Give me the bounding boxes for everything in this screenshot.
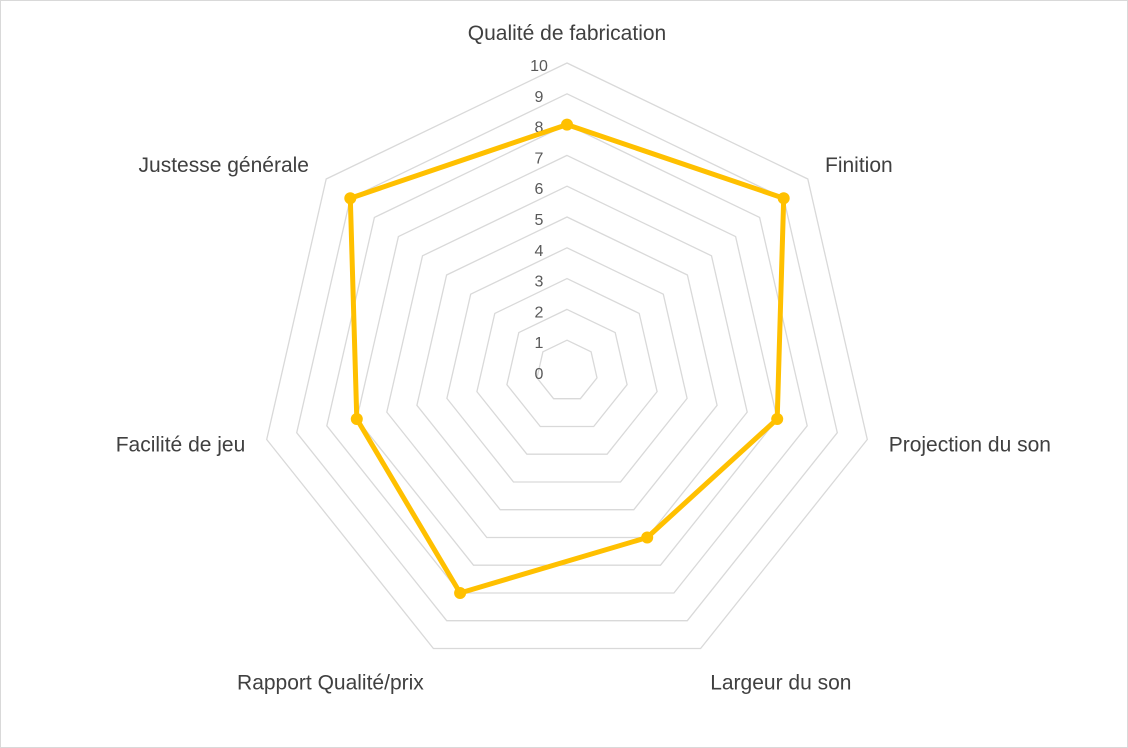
tick-label-0: 0 [535,366,544,383]
tick-label-6: 6 [535,181,544,198]
tick-label-7: 7 [535,150,544,167]
tick-label-3: 3 [535,274,544,291]
data-point-4 [454,587,467,599]
grid-ring-6 [386,185,748,539]
series-line-0 [347,122,787,596]
tick-label-5: 5 [535,212,544,229]
grid-ring-5 [416,216,718,511]
category-label-4: Rapport Qualité/prix [237,671,424,694]
grid-ring-8 [326,123,808,594]
data-point-2 [771,413,784,425]
category-label-1: Finition [825,154,893,177]
category-label-3: Largeur du son [710,671,851,694]
grid-ring-1 [536,339,598,400]
category-labels: Qualité de fabrication Finition Projection… [116,22,1051,694]
data-point-5 [350,413,363,425]
grid [265,62,869,650]
tick-label-9: 9 [535,89,544,106]
grid-ring-4 [446,247,688,483]
tick-label-2: 2 [535,304,544,321]
category-label-5: Facilité de jeu [116,433,246,456]
grid-ring-2 [506,308,628,428]
data-point-0 [561,118,573,131]
tick-label-1: 1 [535,335,544,352]
category-label-2: Projection du son [889,433,1051,456]
tick-label-10: 10 [530,58,548,75]
value-axis-ticks: 0 1 2 3 4 5 6 7 8 9 10 [530,58,548,383]
category-label-6: Justesse générale [139,154,309,177]
data-point-6 [344,192,357,205]
grid-ring-9 [295,93,839,622]
category-label-0: Qualité de fabrication [468,22,666,45]
tick-label-4: 4 [535,243,544,260]
data-point-1 [777,192,790,205]
grid-ring-10 [265,62,869,650]
data-point-3 [641,531,654,544]
grid-ring-7 [356,154,778,566]
tick-label-8: 8 [535,120,544,137]
grid-ring-3 [476,277,658,455]
series [344,118,790,599]
